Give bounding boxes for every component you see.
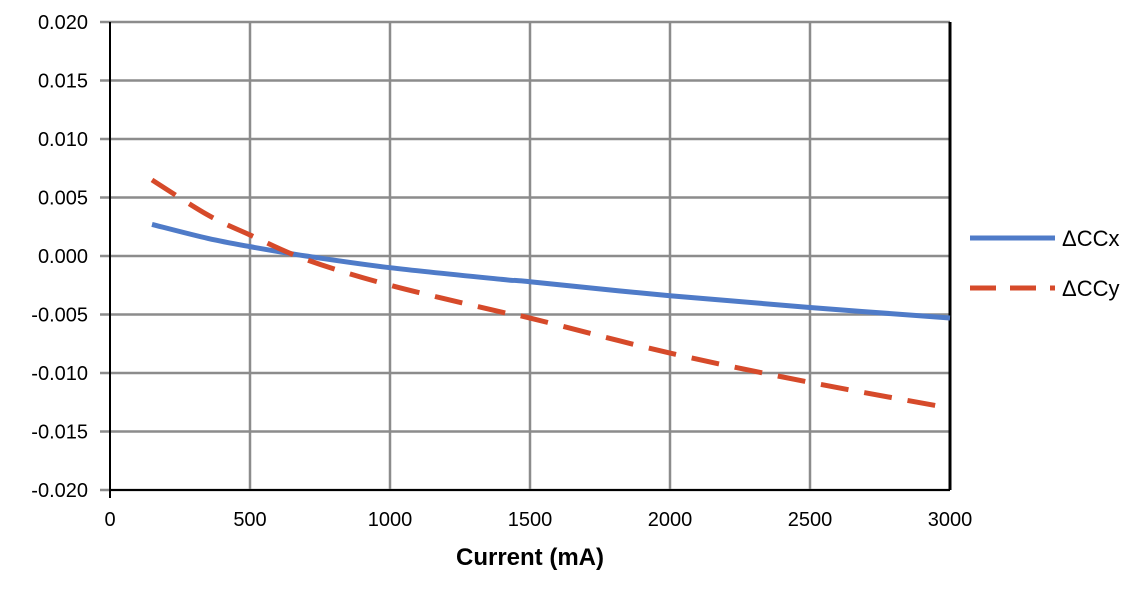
x-tick-label: 2500	[788, 509, 833, 531]
legend-label: ΔCCy	[1062, 276, 1119, 301]
y-tick-label: 0.010	[38, 129, 88, 151]
x-tick-label: 3000	[928, 509, 973, 531]
series-lines	[150, 177, 951, 411]
y-tick-label: 0.005	[38, 188, 88, 210]
y-tick-label: 0.015	[38, 71, 88, 93]
x-tick-label: 1000	[368, 509, 413, 531]
x-tick-label: 500	[233, 509, 266, 531]
y-tick-label: -0.020	[31, 480, 88, 502]
x-tick-label: 0	[104, 509, 115, 531]
y-tick-label: 0.000	[38, 246, 88, 268]
x-tick-label: 1500	[508, 509, 553, 531]
x-tick-label: 2000	[648, 509, 693, 531]
series-line-delta-ccx	[151, 221, 951, 321]
legend: ΔCCx ΔCCy	[970, 226, 1119, 301]
y-tick-label: -0.005	[31, 305, 88, 327]
y-tick-label: 0.020	[38, 12, 88, 34]
x-axis-title: Current (mA)	[456, 544, 604, 571]
y-tick-label: -0.010	[31, 363, 88, 385]
tick-labels: 0 500 1000 1500 2000 2500 3000 0.020 0.015 0.010 0…	[31, 12, 972, 531]
series-line-delta-ccy	[150, 177, 951, 411]
legend-label: ΔCCx	[1062, 226, 1119, 251]
axes	[109, 22, 952, 498]
y-tick-label: -0.015	[31, 422, 88, 444]
